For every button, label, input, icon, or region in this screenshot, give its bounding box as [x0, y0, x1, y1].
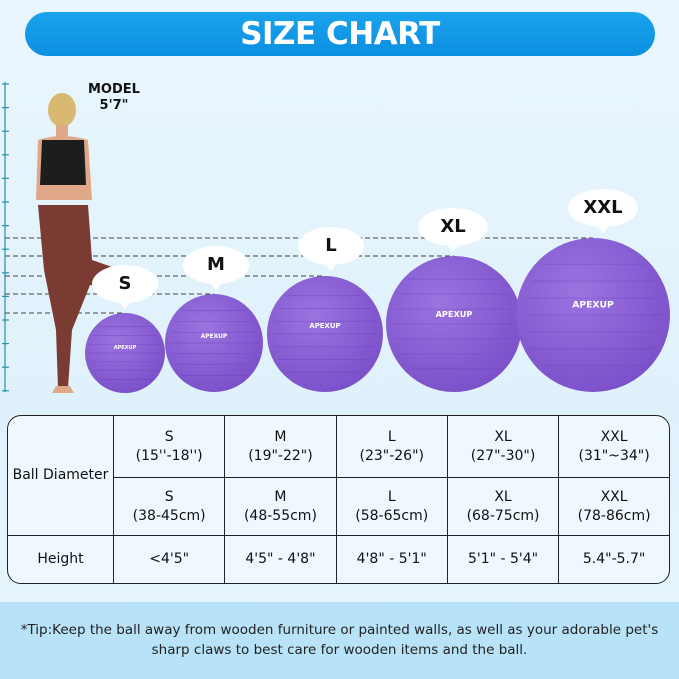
row-header-diameter: Ball Diameter — [8, 416, 114, 536]
exercise-ball-xl: APEXUP — [386, 256, 522, 392]
cell-inches-s: S (15''-18'') — [114, 416, 226, 478]
size-bubble-l: L — [298, 227, 364, 271]
size-bubble-xxl: XXL — [568, 189, 638, 233]
cell-cm-l: L (58-65cm) — [336, 478, 448, 536]
cell-inches-l: L (23"-26") — [336, 416, 448, 478]
cell-cm-xxl: XXL (78-86cm) — [559, 478, 669, 536]
brand-logo: APEXUP — [309, 322, 340, 330]
cell-height-xxl: 5.4"-5.7" — [582, 551, 646, 567]
exercise-ball-xxl: APEXUP — [516, 238, 670, 392]
exercise-ball-s: APEXUP — [85, 313, 165, 393]
illustration: APEXUP APEXUP APEXUP APEXUP APEXUP — [2, 82, 670, 393]
brand-logo: APEXUP — [201, 334, 228, 340]
size-bubble-m: M — [183, 246, 249, 290]
cell-cm-m: M (48-55cm) — [225, 478, 337, 536]
model-woman-figure — [36, 93, 135, 393]
size-bubble-s: S — [92, 265, 158, 309]
cell-height-l: 4'8" - 5'1" — [337, 536, 448, 583]
cell-inches-xxl: XXL (31"~34") — [559, 416, 669, 478]
cell-height-s: <4'5" — [114, 536, 226, 583]
exercise-ball-l: APEXUP — [267, 276, 383, 392]
row-header-height: Height — [8, 536, 114, 583]
size-table: Ball Diameter S (15''-18'') M (19"-22") L(… — [7, 415, 670, 584]
brand-logo: APEXUP — [572, 299, 614, 310]
size-chart-banner: SIZE CHART — [25, 12, 655, 56]
model-height: 5'7" — [99, 98, 129, 113]
brand-logo: APEXUP — [436, 309, 473, 319]
model-height-label: MODEL 5'7" — [88, 82, 140, 114]
care-tip: *Tip:Keep the ball away from wooden furn… — [0, 602, 679, 679]
cell-inches-m: M (19"-22") — [225, 416, 337, 478]
brand-logo: APEXUP — [114, 345, 137, 351]
cell-height-m: 4'5" - 4'8" — [225, 536, 337, 583]
cell-inches-xl: XL (27"-30") — [447, 416, 560, 478]
height-ruler — [2, 82, 9, 392]
cell-height-xl: 5'1" - 5'4" — [448, 536, 560, 583]
size-bubble-xl: XL — [418, 208, 488, 252]
cell-cm-xl: XL (68-75cm) — [447, 478, 560, 536]
cell-cm-s: S (38-45cm) — [114, 478, 226, 536]
model-label: MODEL — [88, 82, 140, 97]
exercise-ball-m: APEXUP — [165, 294, 263, 392]
